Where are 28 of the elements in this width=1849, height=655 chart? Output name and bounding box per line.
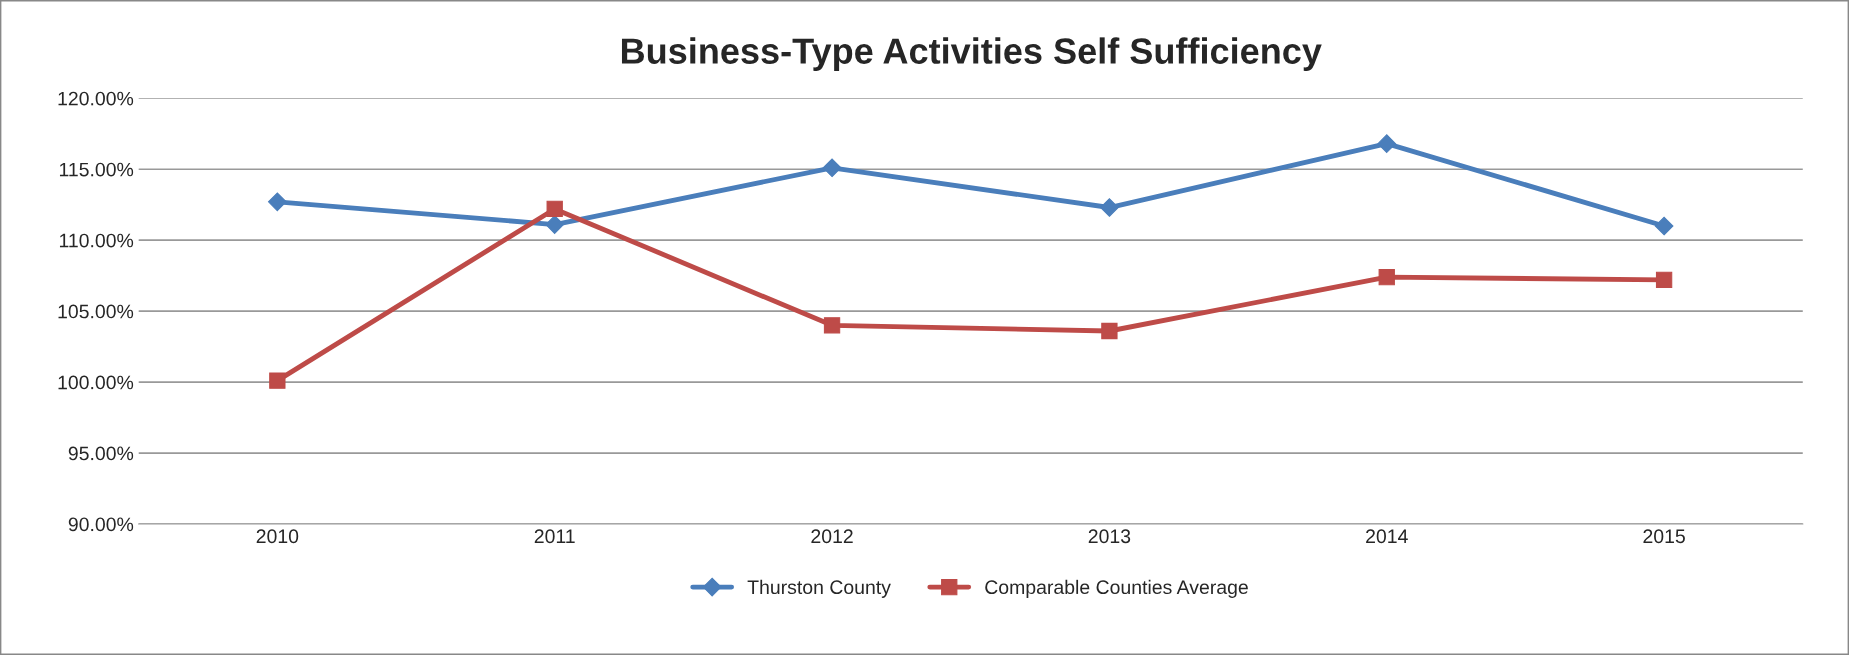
- point: [545, 215, 565, 234]
- point: [267, 192, 287, 212]
- point: [1655, 271, 1673, 289]
- y-tick-label: 100.00%: [58, 375, 134, 390]
- x-tick-label: 2014: [1366, 529, 1408, 544]
- point: [1378, 268, 1395, 286]
- point: [1654, 216, 1674, 236]
- y-tick-label: 115.00%: [59, 162, 134, 177]
- y-tick-label: 120.00%: [58, 91, 134, 106]
- x-tick-label: 2010: [256, 529, 299, 544]
- x-tick-label: 2015: [1643, 529, 1685, 544]
- point: [1101, 322, 1118, 340]
- y-tick-label: 95.00%: [68, 446, 134, 461]
- point: [269, 372, 286, 389]
- x-tick-label: 2012: [811, 529, 853, 544]
- y-tick-label: 105.00%: [58, 304, 134, 319]
- point: [546, 200, 563, 218]
- legend-label: Thurston County: [747, 579, 891, 598]
- x-tick-label: 2013: [1088, 529, 1131, 544]
- point: [823, 317, 841, 334]
- point: [1377, 134, 1397, 154]
- chart-title: Business-Type Activities Self Sufficiency: [621, 37, 1322, 72]
- legend-label: Comparable Counties Average: [985, 579, 1248, 598]
- point: [822, 158, 842, 178]
- y-tick-label: 110.00%: [59, 233, 134, 248]
- y-tick-label: 90.00%: [68, 517, 134, 532]
- point: [1100, 198, 1119, 217]
- x-tick-label: 2011: [534, 529, 575, 544]
